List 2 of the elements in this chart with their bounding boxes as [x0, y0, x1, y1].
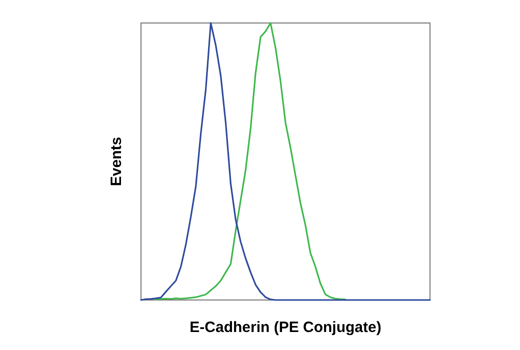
x-axis-title: E-Cadherin (PE Conjugate): [190, 319, 382, 336]
y-axis-title: Events: [108, 136, 125, 186]
